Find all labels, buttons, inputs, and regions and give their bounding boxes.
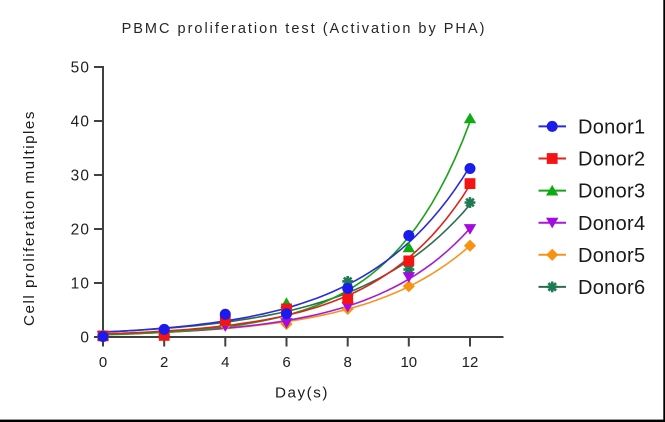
svg-text:Donor2: Donor2: [578, 149, 645, 171]
svg-text:10: 10: [71, 275, 90, 292]
svg-text:8: 8: [344, 354, 352, 371]
svg-text:PBMC proliferation test (Activ: PBMC proliferation test (Activation by P…: [122, 21, 487, 37]
svg-text:4: 4: [221, 354, 229, 371]
svg-text:Cell proliferation multiples: Cell proliferation multiples: [21, 110, 38, 326]
svg-text:12: 12: [462, 354, 479, 371]
svg-text:20: 20: [71, 221, 90, 238]
svg-text:Donor1: Donor1: [578, 117, 645, 139]
svg-text:30: 30: [71, 167, 90, 184]
svg-text:0: 0: [99, 354, 107, 371]
svg-text:10: 10: [400, 354, 417, 371]
svg-text:Donor5: Donor5: [578, 245, 645, 267]
svg-text:6: 6: [282, 354, 290, 371]
svg-text:Day(s): Day(s): [275, 385, 329, 402]
svg-text:40: 40: [71, 113, 90, 130]
svg-text:50: 50: [71, 59, 90, 76]
svg-text:Donor3: Donor3: [578, 181, 645, 203]
svg-text:Donor6: Donor6: [578, 277, 645, 299]
svg-text:0: 0: [80, 329, 90, 346]
svg-text:Donor4: Donor4: [578, 213, 645, 235]
svg-text:2: 2: [160, 354, 168, 371]
